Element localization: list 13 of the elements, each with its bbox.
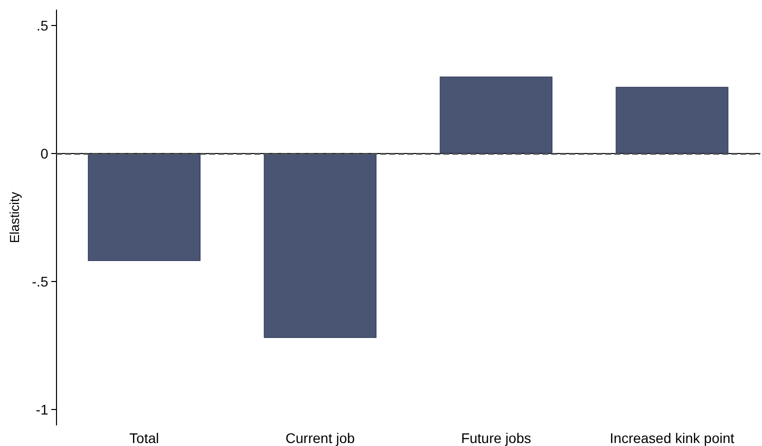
bar <box>264 153 376 338</box>
x-tick-label: Current job <box>286 430 355 446</box>
bar <box>440 76 552 154</box>
x-tick-label: Future jobs <box>461 430 532 446</box>
bar <box>616 86 728 154</box>
y-tick-label: -1 <box>36 402 48 418</box>
y-axis-title: Elasticity <box>7 191 22 244</box>
x-tick-label: Increased kink point <box>610 430 734 446</box>
y-tick-label: -.5 <box>32 274 48 290</box>
x-tick-label: Total <box>129 430 159 446</box>
y-tick-label: .5 <box>36 17 48 34</box>
bar <box>88 153 201 262</box>
y-tick-label: 0 <box>40 145 48 162</box>
